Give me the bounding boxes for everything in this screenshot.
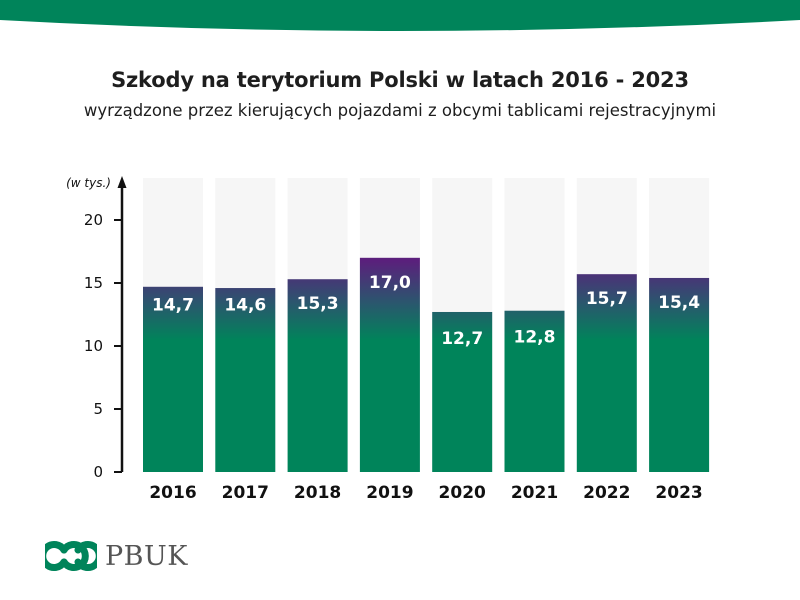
bar-value-labels: 14,7 14,6 15,3 17,0 12,7 12,8 15,7 15,4 — [152, 273, 700, 349]
bar-value-label: 14,7 — [152, 296, 194, 316]
bar-2020 — [432, 311, 493, 472]
y-axis-arrow — [117, 176, 127, 188]
bar-value-label: 15,4 — [658, 293, 700, 313]
x-tick-label: 2023 — [655, 483, 702, 503]
bar-value-label: 12,8 — [514, 328, 556, 348]
top-banner — [0, 0, 800, 31]
bars — [143, 257, 710, 472]
bar-value-label: 17,0 — [369, 273, 411, 293]
bar-value-label: 12,7 — [441, 329, 483, 349]
unit-label: (w tys.) — [66, 176, 111, 190]
bar-2016 — [143, 286, 203, 472]
pbuk-logo-mark — [45, 541, 97, 571]
x-tick-label: 2017 — [222, 483, 269, 503]
x-tick-label: 2021 — [511, 483, 558, 503]
bar-chart: (w tys.) 0 5 10 15 20 14,7 14,6 15,3 17,0 12,7 12… — [66, 176, 710, 503]
x-tick-label: 2018 — [294, 483, 341, 503]
y-tick-label: 10 — [84, 337, 103, 355]
bar-2017 — [215, 288, 276, 472]
x-tick-labels: 2016 2017 2018 2019 2020 2021 2022 2023 — [149, 483, 702, 503]
bar-2021 — [504, 310, 565, 472]
chart-title: Szkody na terytorium Polski w latach 201… — [111, 68, 689, 92]
x-tick-label: 2022 — [583, 483, 630, 503]
x-tick-label: 2019 — [366, 483, 413, 503]
y-tick-label: 5 — [93, 400, 103, 418]
bar-value-label: 15,7 — [586, 289, 628, 309]
y-tick-label: 0 — [93, 463, 103, 481]
bar-2023 — [649, 277, 710, 472]
bar-2022 — [576, 274, 637, 472]
bar-value-label: 14,6 — [224, 296, 266, 316]
chart-subtitle: wyrządzone przez kierujących pojazdami z… — [83, 101, 717, 120]
x-tick-label: 2016 — [149, 483, 196, 503]
bar-value-label: 15,3 — [297, 294, 339, 314]
y-ticks: 0 5 10 15 20 — [84, 211, 122, 481]
x-tick-label: 2020 — [439, 483, 486, 503]
bar-2018 — [287, 279, 348, 472]
y-tick-label: 20 — [84, 211, 103, 229]
bar-2019 — [359, 257, 420, 472]
brand-name: PBUK — [105, 540, 188, 572]
y-axis: (w tys.) — [66, 176, 127, 472]
pbuk-logo: PBUK — [45, 536, 188, 576]
y-tick-label: 15 — [84, 274, 103, 292]
